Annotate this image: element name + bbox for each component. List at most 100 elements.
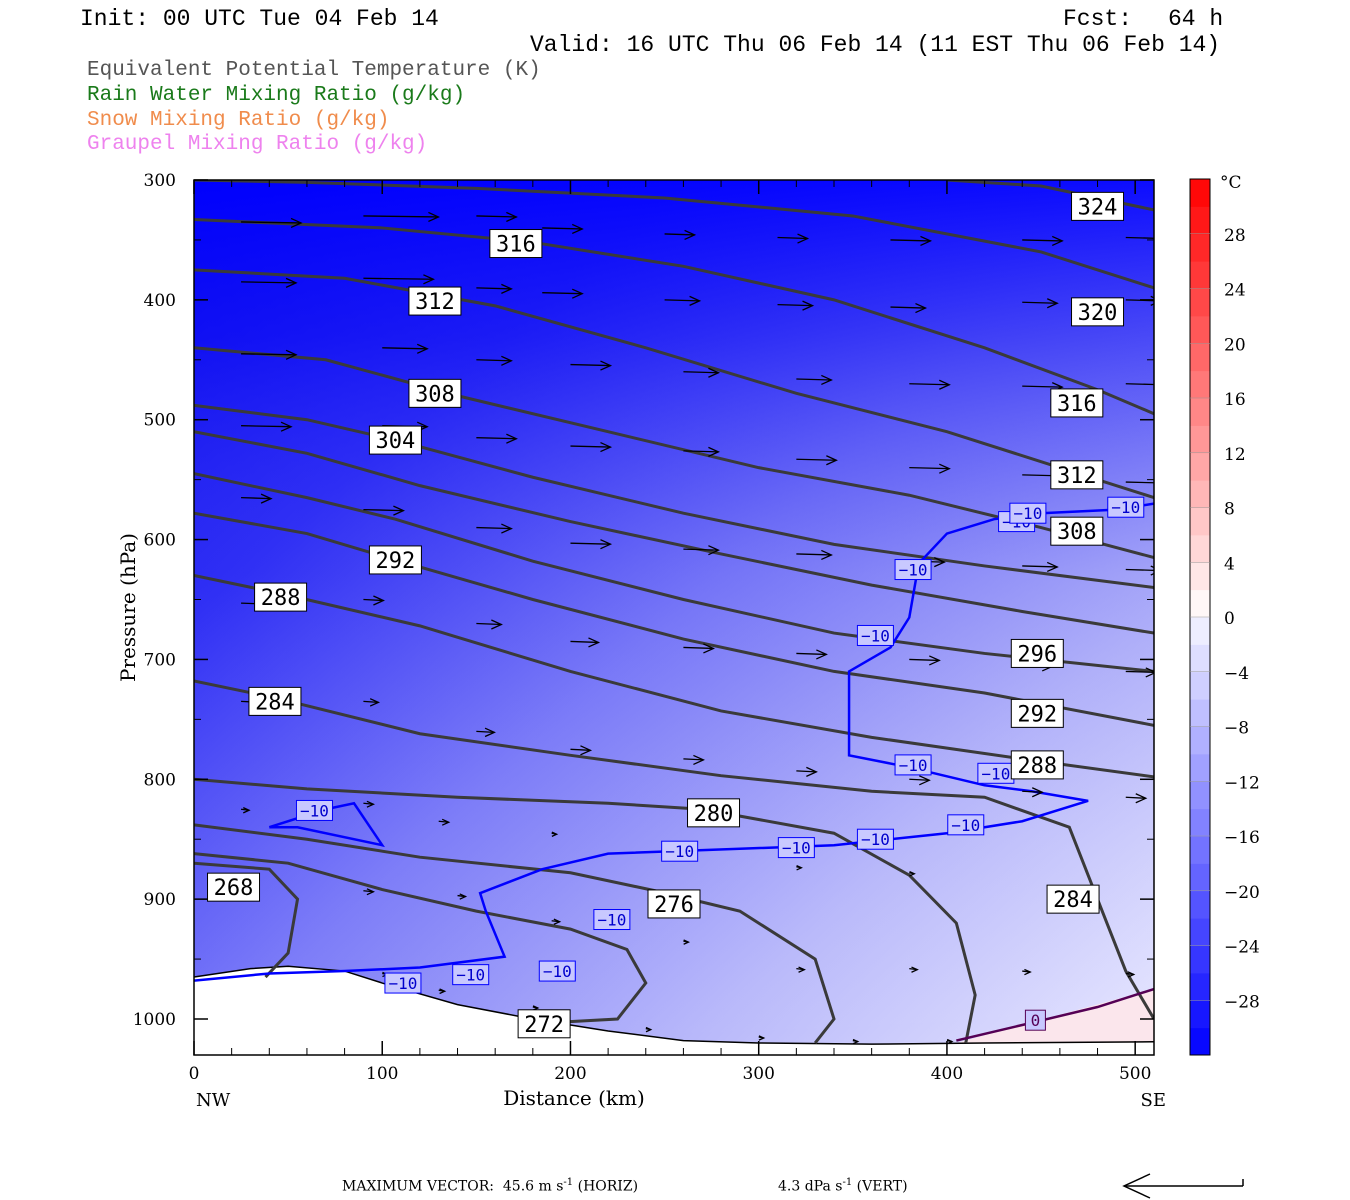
wind-vector [241,277,298,288]
colorbar-segment [1190,945,1210,974]
theta-e-label: 268 [214,876,254,901]
isotherm-label: −10 [899,561,928,580]
colorbar-segment [1190,972,1210,1001]
isotherm-label: −10 [782,839,811,858]
isotherm-label: −10 [597,911,626,930]
wind-vector [796,374,833,386]
theta-e-label-box [1046,884,1100,914]
theta-e-label: 308 [1057,520,1097,545]
colorbar-tick-label: 16 [1224,390,1246,410]
colorbar-tick-label: 24 [1224,281,1246,301]
wind-vector [796,766,818,777]
isotherm-label: −10 [861,830,890,849]
isotherm-label-box [452,964,490,986]
wind-vector [664,295,702,306]
wind-vector [796,966,806,973]
colorbar-segment [1190,781,1210,810]
theta-e-label: 292 [376,549,416,574]
theta-e-label-box [1010,698,1064,728]
wind-vector [683,754,705,766]
wind-vector [796,549,833,561]
isotherm-label: −10 [543,962,572,981]
colorbar-segment [1190,261,1210,289]
colorbar-segment [1190,726,1210,755]
wind-vector [1125,667,1154,678]
colorbar-tick-label: 0 [1224,609,1235,629]
theta-e-label: 284 [1053,888,1093,913]
theta-e-label: 312 [1057,464,1097,489]
isotherm-label: −10 [1013,504,1042,523]
wind-vector [683,367,720,378]
forecast-hour: 64 h [1168,6,1224,32]
y-tick-label: 600 [144,531,176,551]
colorbar-segment [1190,1027,1210,1056]
colorbar-segment [1190,644,1210,673]
wind-vector [438,818,451,826]
wind-vector [476,433,518,444]
isotherm-label: −10 [456,966,485,985]
isotherm-label-box [593,909,631,931]
colorbar-tick-label: 28 [1224,226,1246,246]
y-tick-label: 900 [144,890,176,910]
isotherm-label: −10 [665,842,694,861]
y-tick-label: 800 [144,770,176,790]
isotherm-label-box [894,559,932,581]
wind-vector [551,831,559,837]
colorbar-tick-label: −12 [1224,773,1260,793]
theta-e-contour-280 [194,777,977,1044]
isotherm-0 [194,502,1154,982]
isotherm-label: −10 [981,764,1010,783]
valid-time: Valid: 16 UTC Thu 06 Feb 14 (11 EST Thu … [530,32,1221,58]
x-tick-label: 300 [742,1064,774,1084]
theta-e-contour-284 [194,679,1154,1020]
wind-vector [570,539,613,550]
isotherm-label-box [1009,502,1047,524]
colorbar-segment [1190,452,1210,481]
theta-e-label: 324 [1078,195,1118,220]
wind-vector [363,211,440,223]
wind-vector [363,505,405,516]
theta-e-label-box [1050,388,1104,418]
wind-vector [363,595,385,606]
theta-e-label: 292 [1017,702,1057,727]
colorbar-segment [1190,617,1210,645]
theta-e-label: 316 [1057,392,1097,417]
wind-vector [570,360,613,371]
colorbar-tick-label: −20 [1224,883,1260,903]
x-axis-label: Distance (km) [503,1086,645,1110]
wind-vector [457,893,468,900]
colorbar-tick-label: 8 [1224,500,1235,520]
wind-vector [363,698,380,707]
colorbar-segment [1190,863,1210,892]
theta-e-label: 308 [415,382,455,407]
wind-vector [909,966,919,973]
wind-vector [542,223,584,235]
colorbar-tick-label: 12 [1224,445,1246,465]
isotherm-label-box [661,840,699,862]
theta-e-label-box [489,229,543,259]
isotherm-label-box [538,960,576,982]
terrain [194,966,1154,1055]
colorbar-segment [1190,890,1210,919]
theta-e-label: 320 [1078,301,1118,326]
theta-e-label: 288 [261,586,301,611]
colorbar-segment [1190,1000,1210,1029]
isotherm-label-box [1024,1009,1046,1031]
colorbar-tick-label: −24 [1224,938,1260,958]
wind-vector [570,441,613,453]
init-time: Init: 00 UTC Tue 04 Feb 14 [80,6,439,32]
wind-vector [476,355,513,366]
legend-rain: Rain Water Mixing Ratio (g/kg) [87,84,466,107]
theta-e-label: 284 [255,690,295,715]
wind-vector [1125,793,1148,804]
wind-vector [570,745,593,756]
theta-e-label-box [368,425,422,455]
theta-e-label-box [408,286,462,316]
colorbar-segment [1190,836,1210,864]
colorbar-segment [1190,753,1210,782]
wind-vector [909,379,951,390]
isotherm-label-box [947,814,985,836]
theta-e-label: 288 [1017,754,1057,779]
endpoint-label-left: NW [196,1090,231,1111]
